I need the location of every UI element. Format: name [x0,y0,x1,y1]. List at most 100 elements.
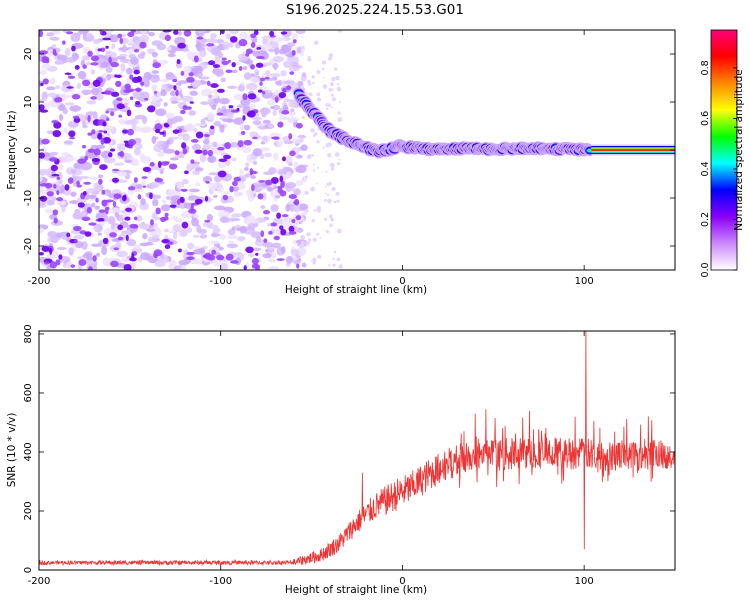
noise-blob [60,184,65,194]
noise-blob [151,234,160,239]
noise-peak [87,50,93,57]
noise-speck [316,70,321,74]
noise-blob [133,147,141,156]
noise-speck [311,218,315,223]
colorbar-tick-label: 0.4 [700,161,711,176]
noise-blob [171,215,179,220]
noise-peak [243,139,253,146]
noise-blob [110,207,122,215]
noise-blob [238,236,246,242]
noise-blob [290,249,300,256]
noise-peak [88,266,93,270]
noise-blob [217,160,227,169]
noise-peak [100,137,105,145]
noise-peak [243,265,247,270]
noise-peak [51,120,59,124]
noise-peak [113,247,119,251]
noise-blob [124,119,136,125]
noise-blob [156,140,165,145]
noise-peak [169,204,177,208]
noise-blob [41,63,52,70]
page-title: S196.2025.224.15.53.G01 [286,2,464,18]
noise-peak [49,261,58,269]
noise-blob [158,257,170,264]
noise-blob [301,72,307,78]
noise-blob [77,175,90,180]
noise-peak [222,194,229,201]
noise-peak [117,236,124,241]
noise-peak [224,142,232,150]
noise-blob [261,135,269,143]
noise-blob [219,216,229,223]
noise-peak [90,96,97,100]
noise-blob [177,80,189,84]
noise-peak [87,132,93,136]
noise-peak [187,85,193,89]
colorbar-tick-label: 0.2 [700,212,711,227]
noise-peak [208,60,216,66]
noise-blob [103,61,108,67]
noise-peak [41,245,50,252]
noise-blob [94,93,104,101]
noise-blob [258,86,268,91]
noise-peak [207,149,214,157]
noise-blob [151,95,158,104]
noise-speck [307,238,312,242]
noise-blob [227,234,238,240]
noise-peak [87,115,91,123]
noise-speck [316,92,321,97]
noise-peak [186,76,195,83]
spectrogram-ytick-label: -10 [23,190,34,206]
noise-blob [176,182,184,190]
noise-blob [106,73,112,81]
noise-blob [244,167,249,171]
noise-blob [125,229,132,236]
noise-speck [308,92,313,97]
noise-peak [157,160,162,169]
noise-peak [204,219,211,223]
noise-blob [285,171,292,179]
noise-peak [119,37,124,44]
noise-blob [270,204,279,212]
noise-blob [58,113,64,121]
noise-peak [76,180,81,186]
noise-blob [210,32,217,40]
noise-peak [210,83,219,89]
noise-blob [170,100,179,104]
noise-peak [152,62,162,69]
spectrogram-ylabel: Frequency (Hz) [6,110,18,189]
noise-blob [72,180,77,187]
noise-peak [115,80,122,87]
noise-blob [266,186,273,192]
noise-peak [153,90,157,94]
noise-blob [47,236,52,243]
noise-blob [169,157,179,161]
noise-peak [91,157,101,162]
noise-peak [229,36,238,43]
noise-blob [218,97,230,105]
noise-blob [108,34,119,43]
noise-peak [161,239,170,244]
noise-peak [252,136,258,140]
noise-peak [71,45,76,52]
noise-blob [75,241,84,249]
noise-blob [202,221,214,228]
noise-peak [99,164,108,171]
noise-blob [192,213,199,219]
noise-peak [245,53,250,57]
noise-speck [333,200,337,204]
noise-peak [246,110,256,118]
noise-speck [330,106,333,109]
noise-peak [204,195,209,202]
noise-blob [49,36,60,41]
noise-peak [82,191,87,196]
noise-peak [127,186,136,191]
noise-blob [250,219,260,224]
noise-blob [232,186,239,192]
noise-peak [53,183,57,189]
noise-peak [46,191,54,197]
noise-blob [140,51,146,57]
noise-blob [250,175,256,179]
noise-blob [239,31,248,41]
noise-peak [289,71,295,75]
